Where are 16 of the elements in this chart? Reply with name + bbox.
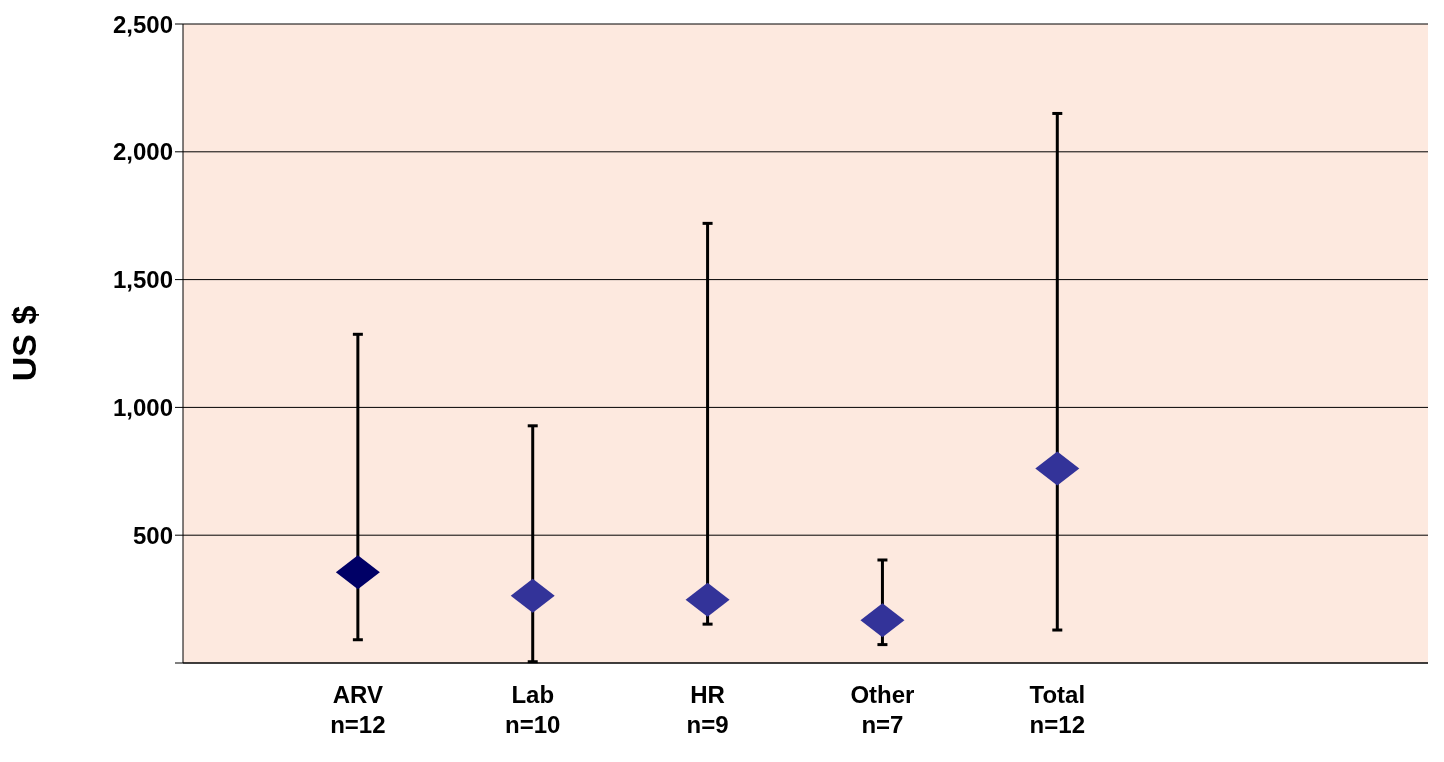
point [1035,451,1080,486]
point [335,555,380,590]
y-tick-label: 1,000 [112,393,173,421]
x-tick-label: Lab n=10 [505,681,561,738]
x-tick-label: Total n=12 [1029,681,1086,738]
y-tick-label: 1,500 [112,266,173,294]
y-tick-label: 2,500 [112,10,173,38]
point [860,603,905,638]
y-axis-title: US $ [5,305,44,382]
y-tick-label: 500 [132,521,173,549]
x-tick-label: HR n=9 [686,681,729,738]
point [685,582,730,617]
x-tick-label: Other n=7 [850,681,915,738]
point [510,578,555,613]
y-tick-label: 2,000 [112,138,173,166]
x-tick-label: ARV n=12 [330,681,386,738]
